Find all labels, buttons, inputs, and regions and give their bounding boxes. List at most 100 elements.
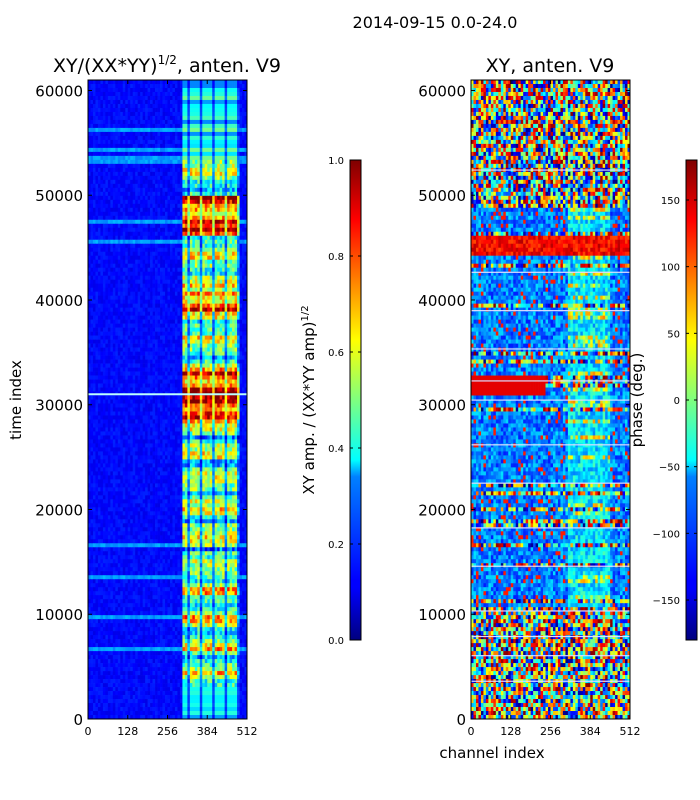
amplitude-cell bbox=[204, 263, 208, 269]
amplitude-cell bbox=[147, 191, 151, 197]
amplitude-cell bbox=[142, 279, 146, 285]
amplitude-cell bbox=[142, 183, 146, 189]
amplitude-cell bbox=[179, 155, 183, 161]
amplitude-cell bbox=[212, 299, 216, 304]
amplitude-cell bbox=[207, 99, 211, 105]
amplitude-cell bbox=[212, 80, 216, 85]
amplitude-cell bbox=[224, 195, 228, 201]
amplitude-cell bbox=[122, 295, 126, 300]
amplitude-cell bbox=[88, 207, 91, 213]
amplitude-cell bbox=[169, 255, 173, 261]
amplitude-cell bbox=[102, 179, 106, 185]
amplitude-cell bbox=[212, 343, 216, 348]
amplitude-cell bbox=[207, 279, 211, 285]
amplitude-cell bbox=[239, 327, 243, 332]
amplitude-cell bbox=[127, 119, 131, 125]
amplitude-cell bbox=[120, 227, 124, 233]
amplitude-cell bbox=[110, 279, 114, 285]
amplitude-cell bbox=[192, 83, 196, 89]
amplitude-cell bbox=[212, 227, 216, 233]
amplitude-cell bbox=[127, 307, 131, 312]
amplitude-cell bbox=[192, 335, 196, 340]
amplitude-cell bbox=[97, 263, 101, 269]
amplitude-cell bbox=[95, 367, 99, 372]
amplitude-cell bbox=[187, 139, 191, 145]
amplitude-cell bbox=[202, 191, 206, 197]
amplitude-cell bbox=[100, 155, 104, 161]
amplitude-cell bbox=[88, 331, 91, 336]
amplitude-cell bbox=[234, 323, 238, 328]
amplitude-cell bbox=[242, 199, 245, 205]
amplitude-cell bbox=[204, 311, 208, 316]
amplitude-cell bbox=[237, 215, 240, 221]
amplitude-cell bbox=[214, 351, 218, 356]
amplitude-cell bbox=[222, 99, 225, 105]
amplitude-cell bbox=[194, 80, 198, 85]
amplitude-cell bbox=[197, 387, 201, 392]
amplitude-cell bbox=[237, 319, 240, 324]
amplitude-cell bbox=[169, 347, 173, 352]
amplitude-cell bbox=[145, 239, 148, 245]
amplitude-cell bbox=[152, 151, 156, 157]
amplitude-cell bbox=[90, 163, 94, 169]
amplitude-cell bbox=[160, 155, 163, 161]
amplitude-cell bbox=[92, 159, 96, 165]
amplitude-cell bbox=[199, 143, 203, 149]
amplitude-cell bbox=[132, 239, 136, 245]
amplitude-cell bbox=[165, 127, 168, 133]
amplitude-cell bbox=[227, 80, 230, 85]
amplitude-cell bbox=[127, 275, 131, 281]
amplitude-cell bbox=[229, 339, 233, 344]
amplitude-cell bbox=[187, 375, 191, 380]
amplitude-cell bbox=[147, 167, 151, 173]
amplitude-cell bbox=[92, 215, 96, 221]
amplitude-cell bbox=[125, 163, 129, 169]
amplitude-cell bbox=[125, 271, 129, 277]
amplitude-cell bbox=[165, 159, 168, 165]
amplitude-cell bbox=[122, 155, 126, 161]
amplitude-cell bbox=[110, 375, 114, 380]
amplitude-cell bbox=[207, 159, 211, 165]
amplitude-cell bbox=[132, 271, 136, 277]
amplitude-cell bbox=[239, 127, 243, 133]
amplitude-cell bbox=[122, 111, 126, 117]
amplitude-cell bbox=[227, 355, 230, 360]
amplitude-cell bbox=[202, 207, 206, 213]
amplitude-cell bbox=[239, 379, 243, 384]
amplitude-cell bbox=[117, 327, 121, 332]
amplitude-cell bbox=[145, 203, 148, 209]
amplitude-cell bbox=[150, 327, 153, 332]
amplitude-cell bbox=[242, 207, 245, 213]
amplitude-cell bbox=[105, 183, 109, 189]
amplitude-cell bbox=[244, 147, 247, 153]
amplitude-cell bbox=[117, 267, 121, 273]
amplitude-cell bbox=[147, 367, 151, 372]
amplitude-cell bbox=[182, 379, 186, 384]
amplitude-cell bbox=[107, 251, 111, 257]
amplitude-cell bbox=[135, 167, 139, 173]
amplitude-cell bbox=[232, 331, 235, 336]
amplitude-cell bbox=[172, 251, 176, 257]
amplitude-cell bbox=[167, 331, 171, 336]
amplitude-cell bbox=[237, 219, 240, 225]
amplitude-cell bbox=[112, 235, 116, 241]
amplitude-cell bbox=[135, 107, 139, 113]
amplitude-cell bbox=[197, 319, 201, 324]
amplitude-cell bbox=[197, 159, 201, 165]
amplitude-cell bbox=[135, 95, 139, 101]
amplitude-cell bbox=[174, 99, 178, 105]
amplitude-cell bbox=[132, 315, 136, 320]
amplitude-cell bbox=[214, 327, 218, 332]
amplitude-cell bbox=[125, 295, 129, 300]
amplitude-cell bbox=[192, 187, 196, 193]
amplitude-cell bbox=[155, 231, 158, 237]
amplitude-cell bbox=[227, 231, 230, 237]
amplitude-cell bbox=[132, 187, 136, 193]
amplitude-cell bbox=[112, 131, 116, 137]
amplitude-cell bbox=[135, 291, 139, 297]
amplitude-cell bbox=[150, 235, 153, 241]
amplitude-cell bbox=[227, 299, 230, 304]
amplitude-cell bbox=[112, 95, 116, 101]
amplitude-cell bbox=[110, 187, 114, 193]
amplitude-cell bbox=[165, 263, 168, 269]
